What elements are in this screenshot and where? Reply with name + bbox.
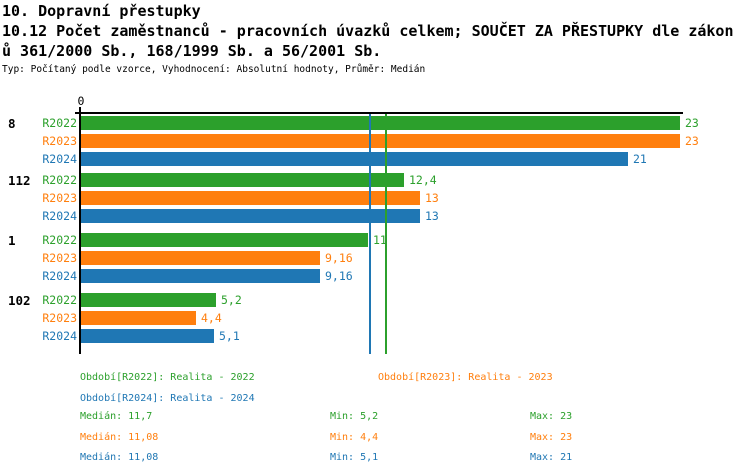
stat-min-r2023: Min: 4,4 (330, 432, 379, 443)
bar-value-label: 9,16 (325, 251, 353, 265)
legend-r2024: Období[R2024]: Realita - 2024 (80, 393, 255, 404)
bar-r2024-group-8 (81, 152, 628, 166)
bar-value-label: 5,2 (221, 293, 242, 307)
series-row-label-r2023: R2023 (42, 311, 77, 325)
group-label: 1 (8, 233, 16, 248)
chart-subtitle-line1: 10.12 Počet zaměstnanců - pracovních úva… (2, 22, 734, 40)
series-row-label-r2024: R2024 (42, 269, 77, 283)
series-row-label-r2024: R2024 (42, 152, 77, 166)
legend-r2022: Období[R2022]: Realita - 2022 (80, 372, 255, 383)
bar-value-label: 23 (685, 134, 699, 148)
x-axis-origin-label: 0 (77, 94, 85, 108)
group-label: 112 (8, 173, 31, 188)
bar-value-label: 23 (685, 116, 699, 130)
bar-r2023-group-112 (81, 191, 420, 205)
bar-r2022-group-1 (81, 233, 368, 247)
chart-title: 10. Dopravní přestupky (2, 2, 201, 20)
x-axis-top-line (75, 112, 683, 114)
bar-r2024-group-102 (81, 329, 214, 343)
series-row-label-r2023: R2023 (42, 191, 77, 205)
stat-median-r2022: Medián: 11,7 (80, 411, 153, 422)
bar-value-label: 21 (633, 152, 647, 166)
series-row-label-r2024: R2024 (42, 329, 77, 343)
group-label: 102 (8, 293, 31, 308)
bar-value-label: 13 (425, 191, 439, 205)
bar-r2023-group-102 (81, 311, 196, 325)
stat-max-r2023: Max: 23 (530, 432, 573, 443)
series-row-label-r2023: R2023 (42, 251, 77, 265)
median-line-r2022 (385, 114, 387, 354)
bar-value-label: 5,1 (219, 329, 240, 343)
bar-r2022-group-8 (81, 116, 680, 130)
bar-r2024-group-112 (81, 209, 420, 223)
bar-value-label: 12,4 (409, 173, 437, 187)
y-axis-line (79, 107, 81, 354)
series-row-label-r2022: R2022 (42, 233, 77, 247)
stat-min-r2024: Min: 5,1 (330, 452, 379, 463)
series-row-label-r2023: R2023 (42, 134, 77, 148)
stat-max-r2022: Max: 23 (530, 411, 573, 422)
stat-min-r2022: Min: 5,2 (330, 411, 379, 422)
series-row-label-r2024: R2024 (42, 209, 77, 223)
median-line-r2024 (369, 114, 371, 354)
series-row-label-r2022: R2022 (42, 293, 77, 307)
chart-meta: Typ: Počítaný podle vzorce, Vyhodnocení:… (2, 64, 426, 75)
stat-median-r2023: Medián: 11,08 (80, 432, 159, 443)
stat-max-r2024: Max: 21 (530, 452, 573, 463)
series-row-label-r2022: R2022 (42, 173, 77, 187)
stat-median-r2024: Medián: 11,08 (80, 452, 159, 463)
series-row-label-r2022: R2022 (42, 116, 77, 130)
bar-r2023-group-1 (81, 251, 320, 265)
legend-r2023: Období[R2023]: Realita - 2023 (378, 372, 553, 383)
bar-r2022-group-102 (81, 293, 216, 307)
chart-subtitle-line2: ů 361/2000 Sb., 168/1999 Sb. a 56/2001 S… (2, 42, 382, 60)
bar-value-label: 9,16 (325, 269, 353, 283)
bar-value-label: 4,4 (201, 311, 222, 325)
bar-r2022-group-112 (81, 173, 404, 187)
group-label: 8 (8, 116, 16, 131)
bar-value-label: 11 (373, 233, 387, 247)
bar-r2024-group-1 (81, 269, 320, 283)
bar-r2023-group-8 (81, 134, 680, 148)
bar-value-label: 13 (425, 209, 439, 223)
